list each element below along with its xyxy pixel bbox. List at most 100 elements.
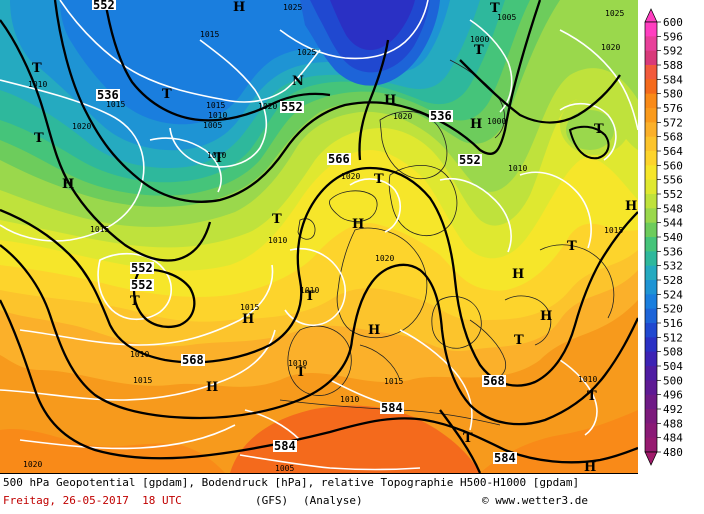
isobar-label: 1015 — [384, 377, 403, 386]
colorbar-tick-label: 524 — [663, 288, 683, 301]
isobar-label: 1010 — [578, 375, 597, 384]
colorbar-swatch — [645, 122, 657, 138]
colorbar-tick-label: 540 — [663, 231, 683, 244]
contour-label-1: 552 — [93, 0, 115, 12]
isobar-label: 1005 — [497, 13, 516, 22]
contour-label-5: 566 — [328, 152, 350, 166]
colorbar-swatch — [645, 351, 657, 367]
colorbar-tick-label: 572 — [663, 116, 683, 129]
contour-label-8: 552 — [131, 278, 153, 292]
isobar-label: 1010 — [340, 395, 359, 404]
isobar-label: 1010 — [208, 111, 227, 120]
map-title: 500 hPa Geopotential [gpdam], Bodendruck… — [3, 476, 580, 489]
contour-label-bg — [181, 354, 205, 366]
contour-label-bg — [380, 402, 404, 414]
colorbar-swatch — [645, 294, 657, 310]
contour-label-4: 536 — [430, 109, 452, 123]
colorbar-tick-label: 588 — [663, 59, 683, 72]
colorbar-tick-label: 536 — [663, 245, 683, 258]
isobar-label: 1000 — [487, 117, 506, 126]
isobar-label: 1025 — [605, 9, 624, 18]
colorbar-tick-label: 516 — [663, 317, 683, 330]
isobar-label: 1025 — [283, 3, 302, 12]
contour-label-6: 552 — [459, 153, 481, 167]
fill-512 — [330, 0, 415, 50]
low-label: T — [374, 172, 384, 187]
map-footer: 500 hPa Geopotential [gpdam], Bodendruck… — [0, 473, 638, 514]
colorbar-tick-label: 532 — [663, 260, 683, 273]
isobar-label: 1020 — [601, 43, 620, 52]
colorbar-tick-label: 492 — [663, 403, 683, 416]
isobar-label: 1015 — [604, 226, 623, 235]
isobar-label: 1005 — [275, 464, 294, 473]
high-label: H — [540, 309, 552, 324]
nadir-label: N — [292, 74, 304, 89]
colorbar-tick-label: 528 — [663, 274, 683, 287]
isobar-label: 1020 — [72, 122, 91, 131]
isobar-label: 1015 — [240, 303, 259, 312]
colorbar-tick-label: 544 — [663, 217, 683, 230]
colorbar-swatch — [645, 50, 657, 66]
contour-label-3: 552 — [281, 100, 303, 114]
colorbar-tick-label: 556 — [663, 174, 683, 187]
colorbar: 6005965925885845805765725685645605565525… — [644, 8, 683, 466]
map-canvas: 552 536 552 536 566 552 552 552 568 568 … — [0, 0, 638, 473]
colorbar-swatch — [645, 423, 657, 439]
isobar-label: 1025 — [297, 48, 316, 57]
high-label: H — [625, 199, 637, 214]
colorbar-swatch — [645, 237, 657, 252]
isobar-label: 1015 — [206, 101, 225, 110]
contour-label-10: 568 — [483, 374, 505, 388]
high-label: H — [512, 267, 524, 282]
contour-label-bg — [130, 262, 154, 274]
isobar-label: 1010 — [28, 80, 47, 89]
high-label: H — [384, 93, 396, 108]
colorbar-tick-label: 564 — [663, 145, 683, 158]
high-label: H — [470, 117, 482, 132]
colorbar-tick-label: 480 — [663, 446, 683, 459]
colorbar-tick-label: 500 — [663, 374, 683, 387]
colorbar-swatch — [645, 151, 657, 166]
high-label: H — [206, 380, 218, 395]
isobar-lines — [0, 0, 638, 471]
colorbar-swatch — [645, 308, 657, 324]
isobar-label: 1015 — [200, 30, 219, 39]
isobar-label: 1010 — [288, 359, 307, 368]
isobar-label: 1020 — [23, 460, 42, 469]
low-label: T — [567, 239, 577, 254]
colorbar-swatch — [645, 437, 657, 453]
contour-label-13: 584 — [494, 451, 516, 465]
fill-580-west — [0, 428, 225, 473]
colorbar-tick-label: 504 — [663, 360, 683, 373]
colorbar-swatch — [645, 380, 657, 396]
colorbar-tick-label: 592 — [663, 45, 683, 58]
colorbar-bottom-arrow — [644, 451, 658, 466]
colorbar-swatch — [645, 136, 657, 152]
colorbar-swatch — [645, 394, 657, 410]
colorbar-swatch — [645, 108, 657, 123]
contour-label-2: 536 — [97, 88, 119, 102]
contour-label-bg — [493, 452, 517, 464]
model-name: (GFS) — [255, 494, 289, 507]
geopotential-lines — [0, 0, 638, 473]
low-label: T — [214, 151, 224, 166]
colorbar-swatch — [645, 194, 657, 209]
colorbar-swatch — [645, 280, 657, 295]
colorbar-swatch — [645, 179, 657, 195]
colorbar-tick-label: 560 — [663, 159, 683, 172]
isobar-label: 1020 — [375, 254, 394, 263]
high-label: H — [368, 323, 380, 338]
copyright-text: © www.wetter3.de — [482, 494, 588, 507]
isobar-label: 1015 — [106, 100, 125, 109]
contour-label-bg — [130, 279, 154, 291]
low-label: T — [474, 43, 484, 58]
isobar-label: 1010 — [207, 151, 226, 160]
contour-label-bg — [280, 101, 304, 113]
low-label: T — [594, 122, 604, 137]
colorbar-swatch — [645, 251, 657, 267]
colorbar-swatch — [645, 165, 657, 181]
fill-east-blob-inner — [566, 110, 614, 150]
colorbar-tick-label: 548 — [663, 202, 683, 215]
contour-labels: 552 536 552 536 566 552 552 552 568 568 … — [92, 0, 517, 465]
contour-label-9: 568 — [182, 353, 204, 367]
